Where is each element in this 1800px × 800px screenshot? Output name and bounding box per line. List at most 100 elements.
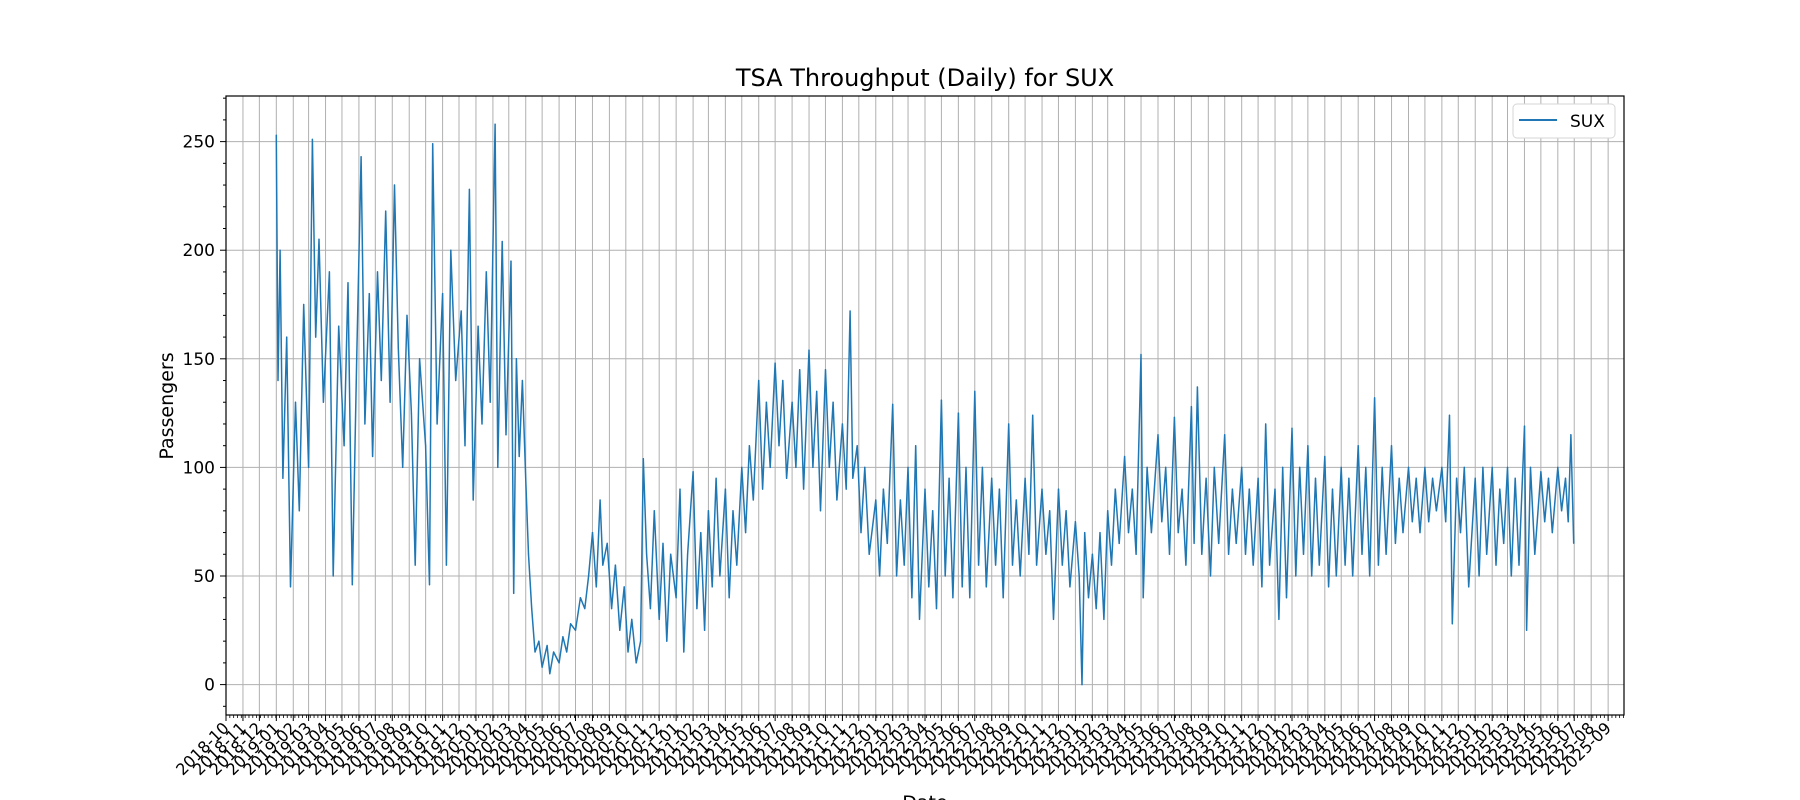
data-point	[1196, 386, 1198, 388]
data-point	[432, 143, 434, 145]
data-point	[623, 586, 625, 588]
data-point	[795, 466, 797, 468]
data-point	[899, 499, 902, 501]
data-point	[1424, 466, 1426, 468]
data-point	[1394, 542, 1396, 545]
data-point	[472, 499, 474, 501]
data-point	[1127, 532, 1130, 534]
data-point	[1328, 586, 1330, 588]
data-point	[322, 401, 324, 403]
data-point	[1561, 510, 1563, 512]
data-point	[700, 532, 702, 534]
data-point	[279, 249, 281, 251]
data-point	[683, 651, 685, 653]
data-point	[1235, 542, 1237, 545]
data-point	[974, 390, 976, 392]
data-point	[1307, 445, 1309, 447]
data-point	[1302, 553, 1305, 555]
data-point	[762, 488, 764, 490]
data-point	[1573, 542, 1575, 545]
data-point	[277, 379, 279, 382]
data-point	[485, 271, 487, 273]
data-point	[534, 651, 536, 653]
data-point	[311, 138, 313, 140]
data-point	[1451, 623, 1453, 625]
data-point	[1190, 406, 1192, 408]
data-point	[928, 586, 930, 588]
data-point	[315, 336, 317, 338]
data-point	[935, 608, 938, 610]
data-point	[553, 651, 555, 653]
data-point	[1078, 575, 1080, 577]
data-point	[619, 629, 621, 631]
data-point	[1441, 466, 1443, 468]
data-point	[940, 399, 943, 401]
data-point	[406, 314, 408, 316]
data-point	[649, 608, 652, 610]
data-point	[549, 673, 551, 675]
data-point	[1069, 586, 1071, 588]
data-point	[1110, 564, 1113, 566]
data-point	[816, 390, 818, 392]
data-point	[808, 349, 810, 351]
data-point	[627, 651, 629, 653]
series-line-sux	[275, 123, 1575, 686]
data-point	[707, 510, 710, 512]
data-point	[631, 618, 633, 621]
data-point	[1415, 477, 1417, 479]
data-point	[1540, 471, 1542, 473]
data-point	[1241, 466, 1243, 468]
data-point	[1118, 542, 1120, 545]
data-point	[1432, 477, 1434, 479]
data-point	[372, 455, 374, 458]
data-point	[599, 499, 601, 501]
y-tick-label: 200	[183, 241, 215, 261]
data-point	[915, 445, 917, 447]
data-point	[343, 445, 345, 447]
data-point	[531, 608, 533, 610]
data-point	[1173, 416, 1175, 418]
data-point	[1463, 466, 1465, 468]
data-point	[393, 184, 396, 186]
data-point	[1510, 575, 1512, 577]
data-point	[711, 586, 713, 588]
data-point	[852, 477, 854, 479]
data-point	[1065, 510, 1067, 512]
data-point	[1185, 564, 1187, 566]
grid	[225, 96, 1624, 715]
data-point	[1146, 466, 1148, 468]
data-point	[464, 445, 466, 447]
legend-label-sux: SUX	[1570, 112, 1605, 132]
x-axis-label: Date	[902, 792, 947, 800]
data-point	[782, 379, 784, 382]
data-point	[602, 564, 604, 566]
data-point	[892, 403, 894, 405]
data-point	[1213, 466, 1215, 468]
y-tick-label: 100	[183, 458, 215, 478]
data-point	[1087, 597, 1090, 599]
data-point	[1114, 488, 1116, 490]
data-point	[425, 445, 427, 447]
data-point	[1374, 397, 1376, 399]
data-point	[442, 293, 444, 295]
data-point	[1002, 597, 1004, 599]
data-point	[856, 445, 858, 447]
data-point	[642, 458, 644, 460]
data-point	[1157, 434, 1159, 436]
data-point	[562, 636, 564, 638]
data-point	[828, 466, 830, 468]
data-point	[1486, 553, 1488, 555]
data-point	[1278, 618, 1280, 621]
data-point	[525, 477, 527, 479]
data-point	[715, 477, 717, 479]
data-point	[347, 282, 349, 284]
data-point	[741, 466, 743, 468]
data-point	[1348, 477, 1350, 479]
data-point	[1311, 575, 1313, 577]
data-point	[1435, 510, 1437, 512]
data-point	[1369, 575, 1371, 577]
data-point	[1084, 532, 1086, 534]
data-point	[489, 401, 491, 403]
data-point	[961, 586, 963, 588]
y-axis: 0 50 100 150 200 250	[183, 97, 226, 707]
